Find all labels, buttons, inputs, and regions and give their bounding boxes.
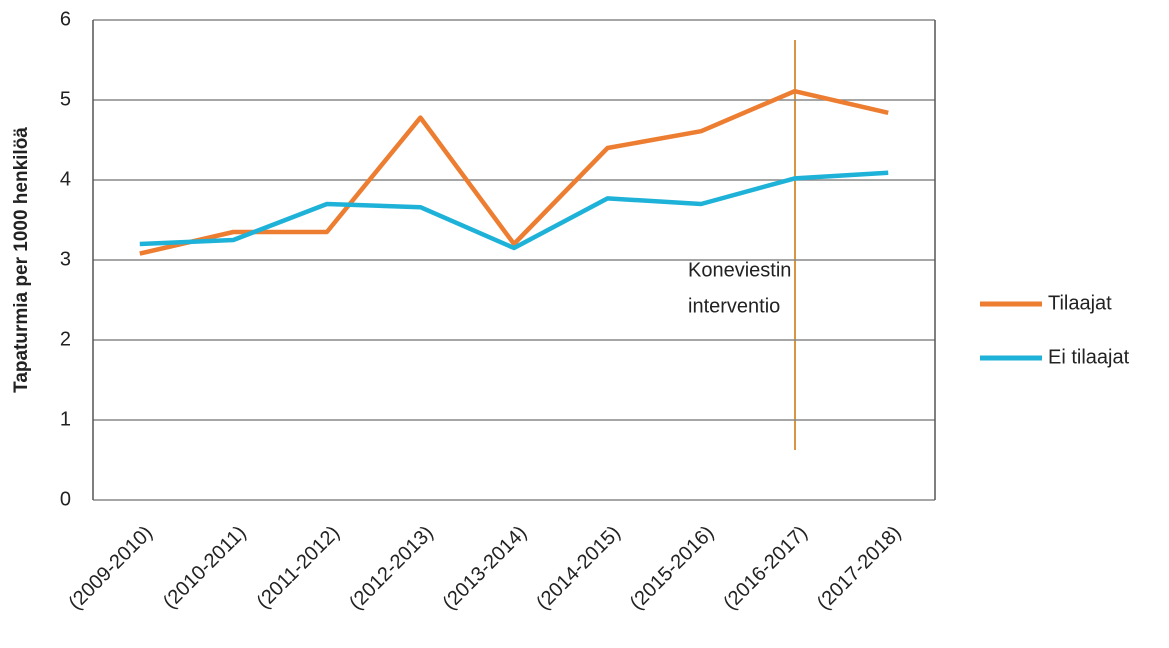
y-tick-label: 4 [60, 168, 71, 190]
annotation: Koneviestin [688, 259, 791, 281]
x-tick-label: (2015-2016) [626, 522, 719, 615]
y-axis-label: Tapaturmia per 1000 henkilöä [11, 127, 32, 393]
x-tick-label: (2012-2013) [345, 522, 438, 615]
y-tick-label: 6 [60, 8, 71, 30]
x-tick-label: (2017-2018) [813, 522, 906, 615]
series-line [139, 88, 889, 256]
y-tick-label: 3 [60, 248, 71, 270]
x-tick-label: (2014-2015) [532, 522, 625, 615]
x-tick-label: (2011-2012) [253, 522, 345, 614]
y-tick-label: 1 [60, 408, 71, 430]
x-tick-label: (2009-2010) [64, 522, 157, 615]
legend-label: Ei tilaajat [1048, 346, 1130, 368]
annotation: interventio [688, 295, 780, 317]
y-tick-label: 2 [60, 328, 71, 350]
y-tick-label: 5 [60, 88, 71, 110]
legend-label: Tilaajat [1048, 292, 1112, 314]
x-tick-label: (2010-2011) [159, 522, 251, 614]
series-line [139, 170, 889, 251]
x-tick-label: (2016-2017) [719, 522, 812, 615]
y-tick-label: 0 [60, 488, 71, 510]
x-tick-label: (2013-2014) [439, 522, 532, 615]
